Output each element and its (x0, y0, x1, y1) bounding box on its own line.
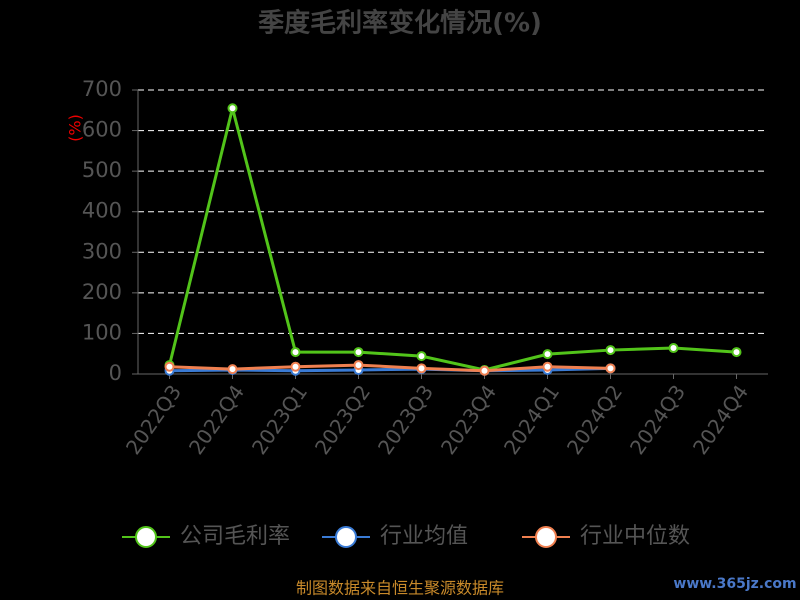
point (605, 363, 616, 374)
x-tick-label: 2023Q1 (247, 380, 312, 459)
y-axis-label: (%) (66, 114, 85, 142)
point (542, 361, 553, 372)
legend-label: 行业均值 (380, 524, 468, 549)
point (164, 361, 175, 372)
y-tick-label: 700 (82, 77, 122, 101)
point (353, 360, 364, 371)
x-tick-label: 2023Q4 (436, 380, 501, 459)
source-note: 制图数据来自恒生聚源数据库 (296, 579, 504, 598)
point (542, 349, 553, 360)
y-tick-label: 0 (109, 361, 122, 385)
chart-title: 季度毛利率变化情况(%) (258, 8, 542, 39)
point (290, 347, 301, 358)
legend-marker (535, 526, 557, 548)
x-tick-label: 2023Q2 (310, 380, 375, 459)
point (416, 363, 427, 374)
point (731, 347, 742, 358)
y-tick-label: 200 (82, 280, 122, 304)
x-tick-label: 2023Q3 (373, 380, 438, 459)
x-tick-label: 2024Q1 (499, 380, 564, 459)
x-tick-label: 2024Q4 (688, 380, 753, 459)
point (227, 103, 238, 114)
x-tick-label: 2024Q2 (562, 380, 627, 459)
series-line (169, 363, 611, 373)
x-tick-label: 2022Q4 (184, 380, 249, 459)
point (479, 365, 490, 376)
legend-label: 行业中位数 (580, 524, 690, 549)
legend-label: 公司毛利率 (180, 524, 290, 549)
x-tick-label: 2024Q3 (625, 380, 690, 459)
point (668, 343, 679, 354)
y-tick-label: 500 (82, 158, 122, 182)
legend-marker (135, 526, 157, 548)
y-tick-label: 100 (82, 320, 122, 344)
point (416, 351, 427, 362)
x-tick-label: 2022Q3 (121, 380, 186, 459)
watermark: www.365jz.com (673, 576, 796, 592)
point (290, 361, 301, 372)
point (353, 347, 364, 358)
point (605, 345, 616, 356)
series-line (168, 107, 737, 372)
legend-marker (335, 526, 357, 548)
point (227, 364, 238, 375)
y-tick-label: 600 (82, 118, 122, 142)
y-tick-label: 300 (82, 239, 122, 263)
y-tick-label: 400 (82, 199, 122, 223)
